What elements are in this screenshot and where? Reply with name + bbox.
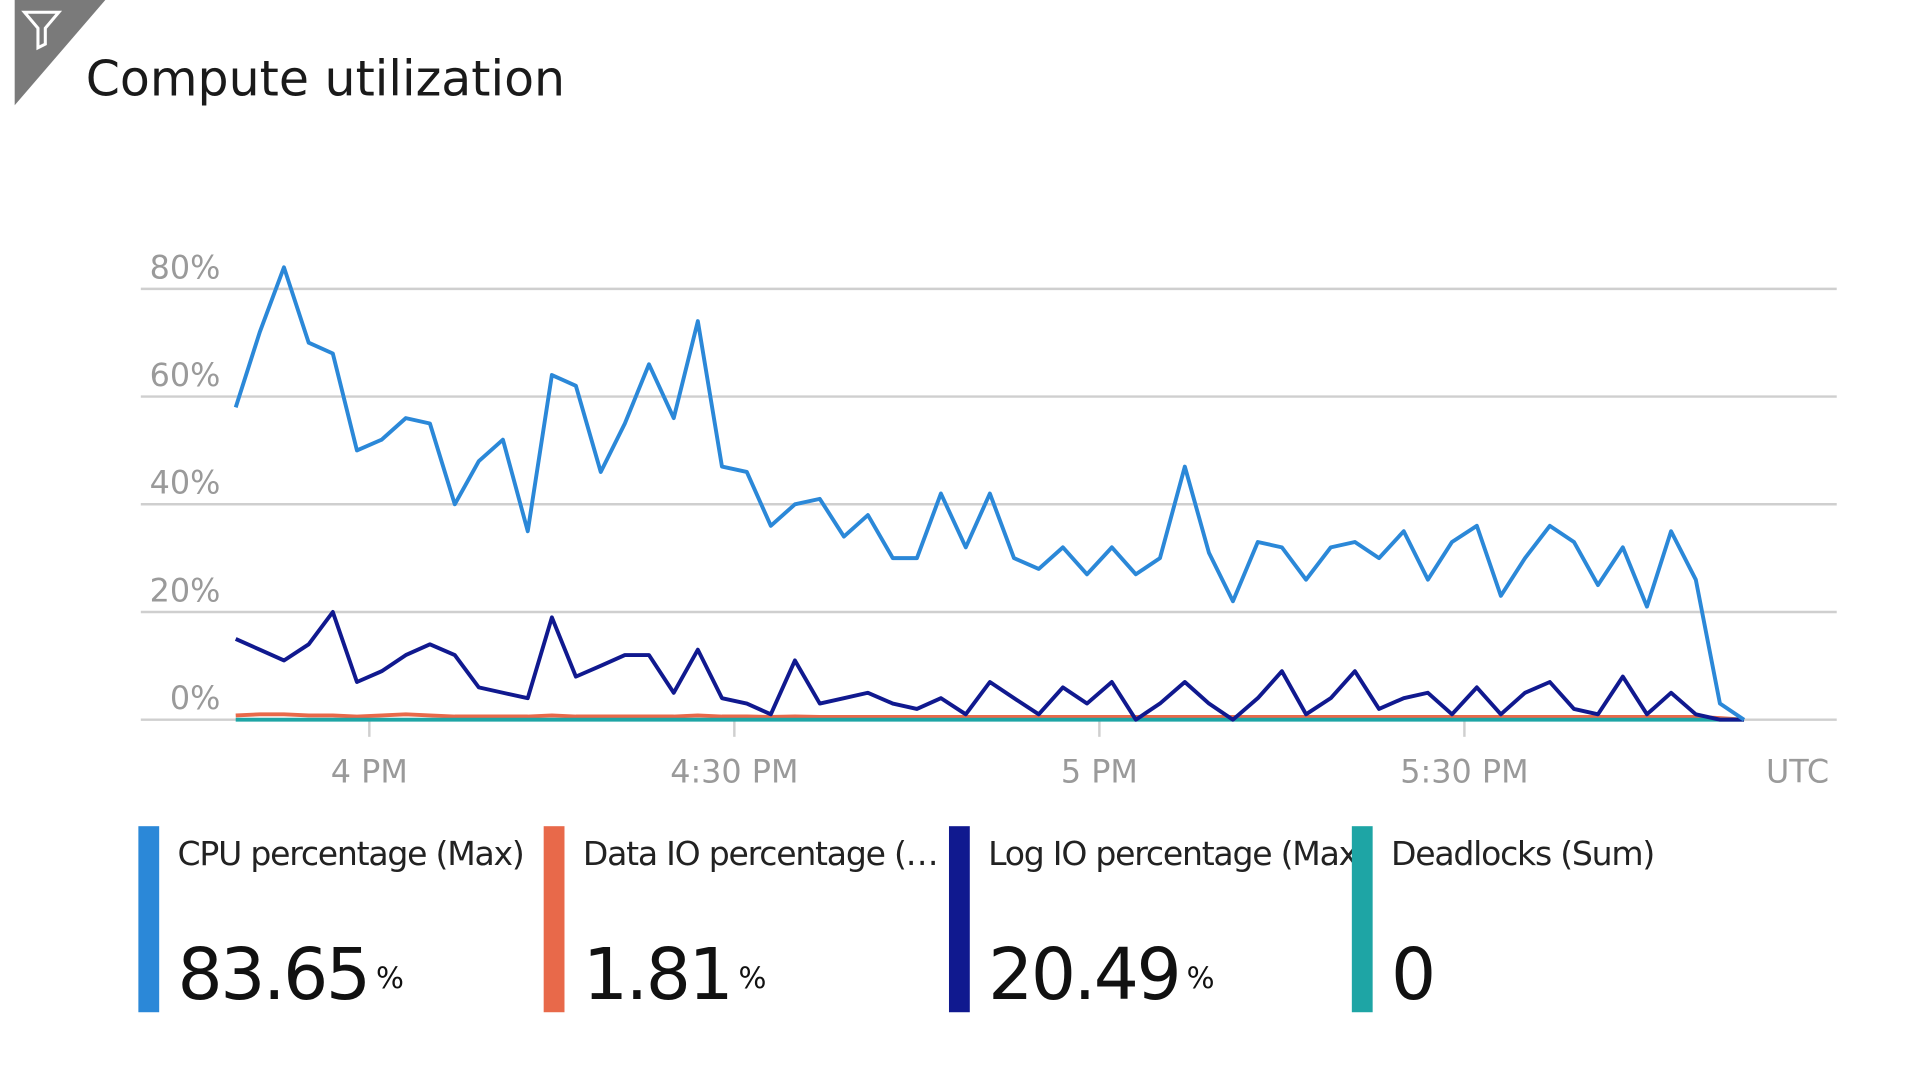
series-line (235, 712, 1745, 722)
filter-icon (21, 10, 63, 51)
legend-summary: 0 (1391, 933, 1434, 1016)
summary-unit: % (1187, 961, 1215, 995)
legend-swatch (138, 826, 160, 1013)
series-line (234, 610, 1745, 722)
summary-value: 83.65 (178, 933, 369, 1016)
summary-value: 0 (1391, 933, 1434, 1016)
chart-title: Compute utilization (86, 51, 565, 108)
legend-summary: 83.65% (178, 933, 404, 1016)
x-tick-label: 5:30 PM (1400, 753, 1528, 791)
x-tick-label: 4 PM (331, 753, 408, 791)
legend-item[interactable]: CPU percentage (Max) 83.65% (138, 826, 525, 1016)
x-tick-label: 5 PM (1061, 753, 1138, 791)
legend-name: Deadlocks (Sum) (1391, 834, 1654, 873)
legend-summary: 20.49% (988, 933, 1214, 1016)
x-tick-label: 4:30 PM (670, 753, 798, 791)
summary-value: 1.81 (583, 933, 731, 1016)
y-tick-label: 0% (170, 679, 221, 717)
summary-unit: % (376, 961, 404, 995)
y-tick-label: 20% (150, 571, 221, 609)
legend-item[interactable]: Data IO percentage (… 1.81% (543, 826, 939, 1016)
legend-swatch (948, 826, 970, 1013)
legend-swatch (543, 826, 565, 1013)
legend-name: Log IO percentage (Max) (988, 834, 1368, 873)
legend-swatch (1351, 826, 1373, 1013)
legend-name: CPU percentage (Max) (178, 834, 524, 873)
legend-item[interactable]: Deadlocks (Sum) 0 (1351, 826, 1655, 1016)
legend-name: Data IO percentage (… (583, 834, 938, 873)
summary-unit: % (739, 961, 767, 995)
x-axis-label: UTC (1766, 753, 1829, 791)
legend-summary: 1.81% (583, 933, 767, 1016)
legend-item[interactable]: Log IO percentage (Max) 20.49% (948, 826, 1370, 1016)
y-tick-label: 40% (150, 464, 221, 502)
y-tick-label: 80% (150, 248, 221, 286)
y-tick-label: 60% (150, 356, 221, 394)
summary-value: 20.49 (988, 933, 1179, 1016)
series-line (233, 265, 1746, 722)
